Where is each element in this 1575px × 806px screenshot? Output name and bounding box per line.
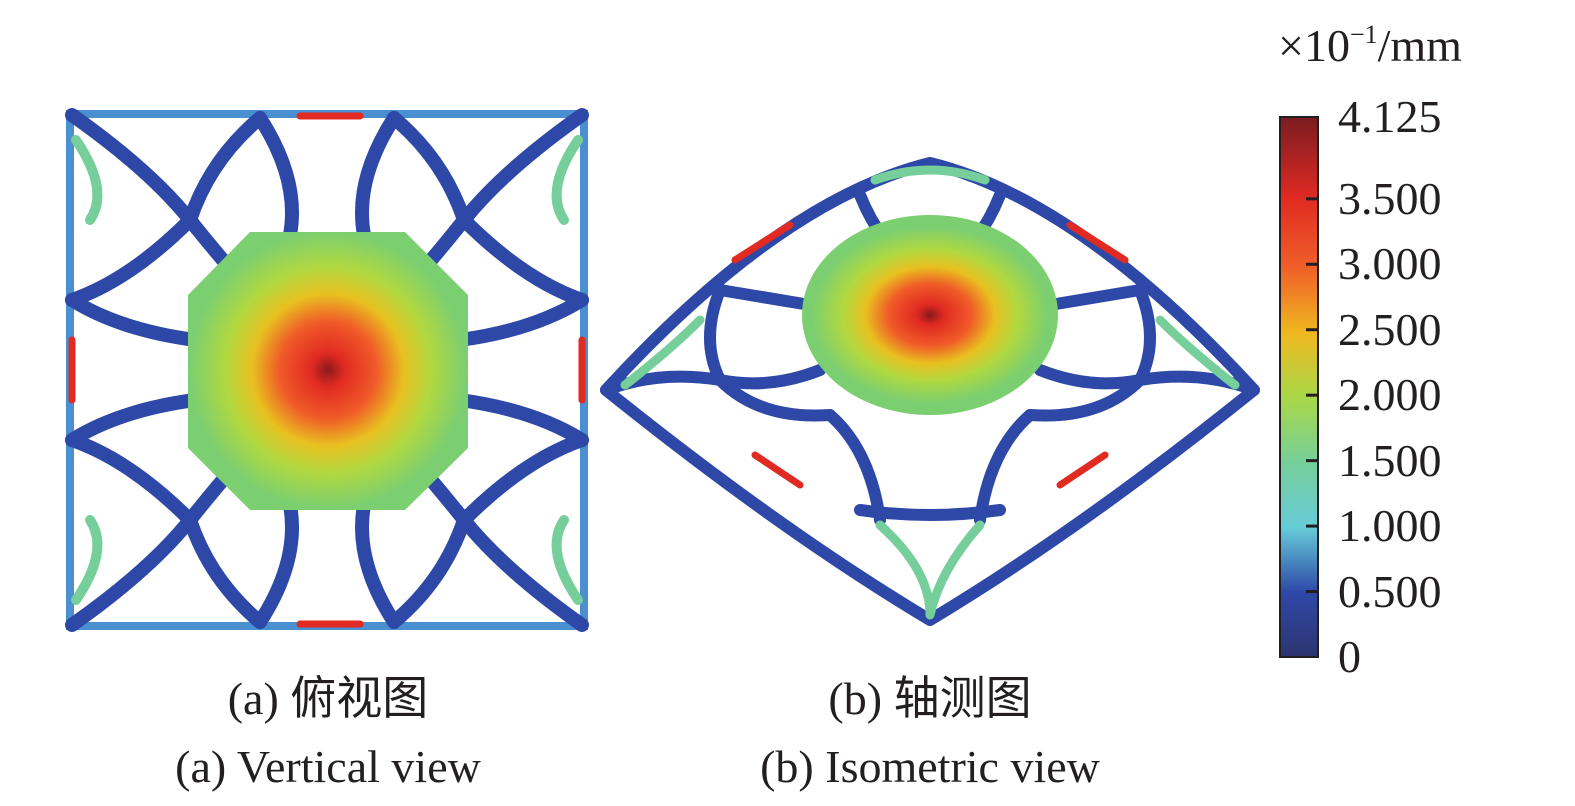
isometric-view-plot: [600, 157, 1260, 626]
colorbar-tick-label: 0.500: [1338, 565, 1442, 617]
colorbar-tick-label: 2.500: [1338, 303, 1442, 355]
vertical-view-plot: [65, 108, 589, 632]
colorbar-tick-label: 0: [1338, 631, 1361, 682]
caption-b-english: (b) Isometric view: [760, 741, 1100, 792]
colorbar-tick-label: 1.000: [1338, 500, 1442, 552]
colorbar-tick-label: 2.000: [1338, 369, 1442, 421]
colorbar: [1279, 116, 1319, 658]
colorbar-tick-label: 4.125: [1338, 91, 1442, 142]
colorbar-tick-label: 3.000: [1338, 238, 1442, 290]
colorbar-tick-label: 1.500: [1338, 434, 1442, 486]
caption-a-chinese: (a) 俯视图: [227, 673, 429, 724]
caption-b-chinese: (b) 轴测图: [828, 673, 1032, 724]
colorbar-unit: ×10−1/mm: [1278, 20, 1462, 71]
caption-a-english: (a) Vertical view: [175, 741, 481, 792]
colorbar-tick-label: 3.500: [1338, 172, 1442, 224]
